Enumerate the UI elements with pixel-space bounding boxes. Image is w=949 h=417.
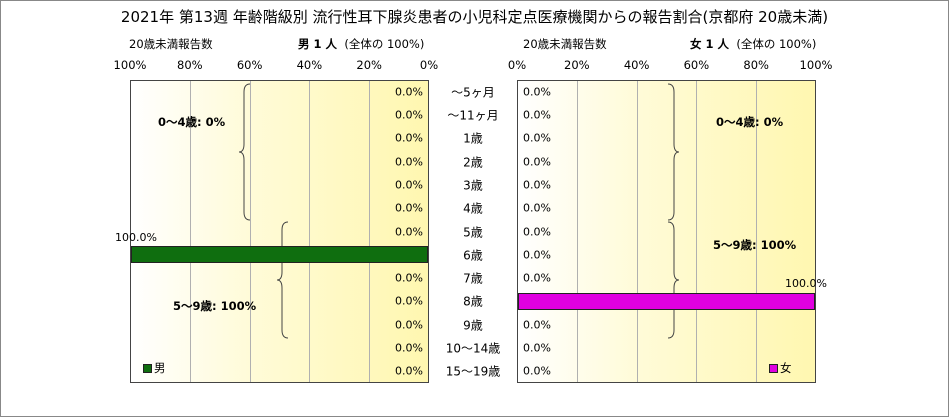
female-value-label: 0.0%	[523, 201, 551, 215]
left-bracket-5-9-label: 5～9歳: 100%	[173, 299, 257, 313]
category-label: ～5ヶ月	[451, 85, 495, 100]
male-value-label: 0.0%	[395, 155, 423, 169]
legend-male-label: 男	[154, 361, 166, 375]
right-axis-tick-3: 60%	[683, 58, 710, 72]
male-value-label: 0.0%	[395, 178, 423, 192]
category-label: 3歳	[463, 178, 483, 193]
category-label: 6歳	[463, 248, 483, 263]
female-value-label: 0.0%	[523, 248, 551, 262]
female-value-label: 0.0%	[523, 271, 551, 285]
right-gridline-3	[696, 81, 698, 382]
category-label: 5歳	[463, 225, 483, 239]
female-value-label: 0.0%	[523, 85, 551, 99]
female-value-label: 0.0%	[523, 108, 551, 122]
right-subtitle-label: 20歳未満報告数	[523, 37, 607, 51]
right-gridline-4	[755, 81, 757, 382]
left-gridline-4	[368, 81, 370, 382]
left-axis-tick-3: 40%	[296, 58, 323, 72]
male-value-label: 0.0%	[395, 294, 423, 308]
right-bracket-5-9	[667, 221, 680, 339]
male-value-label: 0.0%	[395, 225, 423, 238]
category-label: 15～19歳	[445, 364, 501, 379]
male-value-label: 0.0%	[395, 131, 423, 145]
left-axis-tick-0: 100%	[113, 58, 147, 72]
male-value-label: 0.0%	[395, 271, 423, 285]
left-bracket-5-9	[276, 221, 289, 339]
right-axis-tick-5: 100%	[799, 58, 833, 72]
right-axis-tick-4: 80%	[743, 58, 769, 72]
male-value-label: 0.0%	[395, 318, 423, 332]
right-bracket-0-4	[667, 83, 680, 221]
category-label: 7歳	[463, 271, 483, 286]
male-value-label: 0.0%	[395, 85, 423, 99]
chart-title: 2021年 第13週 年齢階級別 流行性耳下腺炎患者の小児科定点医療機関からの報…	[120, 8, 829, 26]
right-subtitle-count: 女 1 人 (全体の 100%)	[690, 37, 817, 51]
male-value-label: 0.0%	[395, 341, 423, 355]
category-label: 1歳	[463, 131, 483, 146]
right-bracket-5-9-label: 5～9歳: 100%	[713, 238, 797, 252]
female-value-label: 0.0%	[523, 341, 551, 355]
left-gridline-2	[249, 81, 251, 382]
female-value-label: 0.0%	[523, 178, 551, 192]
female-value-label: 0.0%	[523, 225, 551, 238]
left-subtitle-share: (全体の 100%)	[344, 37, 425, 51]
left-bracket-0-4	[238, 83, 251, 221]
female-value-label: 100.0%	[785, 277, 827, 291]
male-value-label: 0.0%	[395, 201, 423, 215]
female-value-label: 0.0%	[523, 318, 551, 332]
left-subtitle-label: 20歳未満報告数	[129, 37, 213, 51]
right-axis-tick-2: 40%	[623, 58, 650, 72]
category-label: 4歳	[463, 201, 483, 216]
right-bracket-0-4-label: 0～4歳: 0%	[716, 115, 784, 129]
legend-male-swatch	[143, 363, 152, 373]
left-axis-tick-1: 80%	[177, 58, 203, 72]
right-axis-tick-0: 0%	[507, 58, 527, 72]
legend-female: 女	[769, 360, 792, 376]
legend-female-swatch	[769, 363, 778, 373]
legend-female-label: 女	[780, 361, 792, 375]
category-label: 10～14歳	[445, 341, 501, 356]
right-axis-tick-1: 20%	[564, 58, 590, 72]
female-plot-area	[517, 80, 816, 383]
category-label: 2歳	[463, 155, 483, 170]
category-label: 8歳	[463, 294, 483, 309]
left-gridline-3	[309, 81, 311, 382]
female-value-label: 0.0%	[523, 364, 551, 378]
right-gridline-2	[636, 81, 638, 382]
legend-male: 男	[143, 360, 166, 376]
male-value-label: 100.0%	[115, 230, 157, 244]
male-plot-area	[130, 80, 429, 383]
left-axis-tick-2: 60%	[236, 58, 263, 72]
category-label: ～11ヶ月	[447, 108, 499, 123]
male-bar	[131, 246, 428, 264]
male-value-label: 0.0%	[395, 108, 423, 122]
category-label: 9歳	[463, 318, 483, 333]
left-gridline-1	[190, 81, 192, 382]
left-subtitle-count: 男 1 人 (全体の 100%)	[298, 37, 425, 51]
right-subtitle-share: (全体の 100%)	[736, 37, 817, 51]
left-bracket-0-4-label: 0～4歳: 0%	[158, 115, 226, 129]
right-gridline-1	[577, 81, 579, 382]
female-bar	[518, 292, 815, 310]
male-value-label: 0.0%	[395, 364, 423, 378]
female-value-label: 0.0%	[523, 131, 551, 145]
female-value-label: 0.0%	[523, 155, 551, 169]
left-axis-tick-4: 20%	[356, 58, 382, 72]
left-axis-tick-5: 0%	[419, 58, 439, 72]
